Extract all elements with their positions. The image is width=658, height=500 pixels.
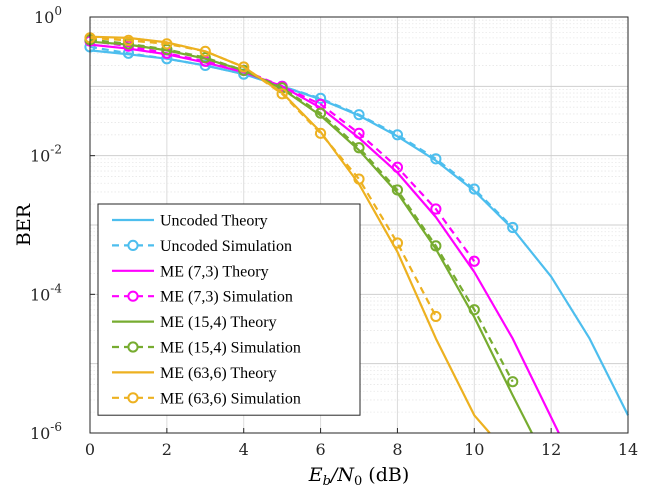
x-axis-label: Eb/N0 (dB) [308, 464, 410, 489]
series-marker-5 [353, 142, 365, 154]
y-tick-label: 10-6 [30, 420, 62, 443]
series-line-1 [89, 45, 514, 229]
series-marker-1 [507, 221, 519, 234]
legend-entry: ME (15,4) Theory [160, 314, 277, 331]
legend-entry: Uncoded Simulation [160, 238, 292, 255]
series-marker-7 [276, 88, 288, 100]
legend-marker [127, 341, 139, 353]
y-axis-label: BER [13, 203, 35, 246]
series-marker-1 [353, 109, 365, 121]
x-axis-label-e: E [308, 464, 323, 486]
series-marker-7 [238, 61, 250, 73]
series-marker-3 [391, 161, 404, 173]
y-tick-label: 10-2 [30, 143, 62, 166]
legend-entry: ME (63,6) Simulation [160, 390, 301, 407]
legend: Uncoded Theory Uncoded Simulation ME (7,3)… [97, 203, 361, 416]
series-marker-7 [430, 310, 442, 323]
x-tick-label: 2 [162, 440, 172, 459]
x-axis-label-unit: (dB) [362, 464, 409, 486]
series-marker-1 [314, 92, 327, 104]
series-line-3 [89, 39, 476, 262]
series-marker-7 [314, 127, 327, 139]
series-marker-1 [430, 153, 442, 165]
x-axis-label-sub-b: b [323, 474, 331, 489]
legend-marker [127, 239, 139, 251]
series-marker-5 [122, 38, 135, 50]
series-marker-5 [314, 107, 327, 119]
series-marker-1 [468, 183, 480, 195]
series-marker-7 [199, 45, 211, 57]
series-line-5 [89, 38, 514, 383]
x-tick-label: 0 [85, 440, 95, 459]
series-marker-5 [468, 304, 480, 316]
plot-frame [89, 16, 629, 434]
legend-entry: ME (7,3) Theory [160, 263, 269, 280]
legend-entry: ME (15,4) Simulation [160, 340, 301, 357]
series-marker-1 [199, 59, 211, 72]
series-marker-1 [391, 129, 404, 141]
series-marker-7 [122, 34, 135, 46]
legend-box [97, 203, 361, 416]
y-tick-label: 10-4 [30, 281, 62, 304]
legend-marker [127, 392, 139, 404]
x-tick-label: 14 [618, 440, 638, 459]
legend-entry: Uncoded Theory [160, 213, 268, 230]
series-marker-5 [199, 51, 211, 64]
series-marker-7 [161, 38, 173, 50]
x-tick-label: 4 [239, 440, 249, 459]
series-line-7 [89, 36, 437, 317]
series-marker-3 [468, 255, 480, 267]
series-marker-7 [391, 237, 404, 249]
legend-marker [127, 290, 139, 302]
x-tick-label: 10 [464, 440, 484, 459]
x-tick-label: 6 [315, 440, 325, 459]
x-tick-labels: 0 2 4 6 8 10 12 14 [85, 428, 638, 459]
x-axis-label-sub-0: 0 [354, 474, 362, 489]
legend-entry: ME (7,3) Simulation [160, 289, 293, 306]
series-marker-5 [507, 376, 519, 388]
x-tick-label: 8 [392, 440, 402, 459]
series-marker-5 [430, 240, 442, 252]
x-axis-label-n: /N [329, 464, 355, 486]
series-marker-3 [430, 203, 442, 215]
series-marker-3 [353, 127, 365, 139]
x-tick-label: 12 [541, 440, 561, 459]
series-marker-7 [353, 173, 365, 185]
y-tick-labels: 100 10-2 10-4 10-6 [30, 4, 95, 443]
series-marker-5 [391, 184, 404, 196]
y-tick-label: 100 [34, 4, 62, 27]
legend-entry: ME (63,6) Theory [160, 365, 277, 382]
series-layer [84, 32, 629, 434]
